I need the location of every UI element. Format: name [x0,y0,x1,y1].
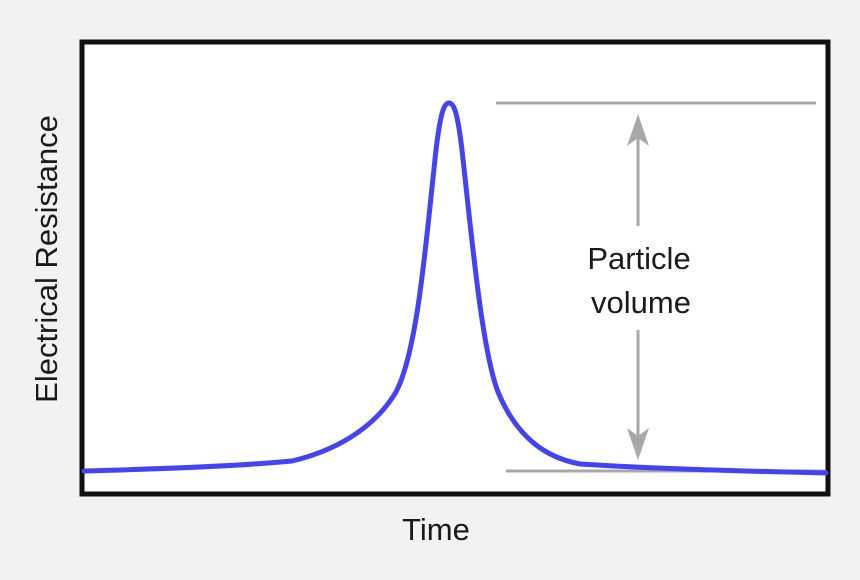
arrow-head-down [627,428,649,460]
particle-volume-arrow [627,114,649,460]
resistance-curve [81,100,829,476]
arrow-head-up [627,114,649,146]
x-axis-label: Time [402,512,470,547]
y-axis-label: Electrical Resistance [29,115,64,403]
annotation-line-2: volume [591,285,691,320]
annotation-line-1: Particle [587,241,690,276]
